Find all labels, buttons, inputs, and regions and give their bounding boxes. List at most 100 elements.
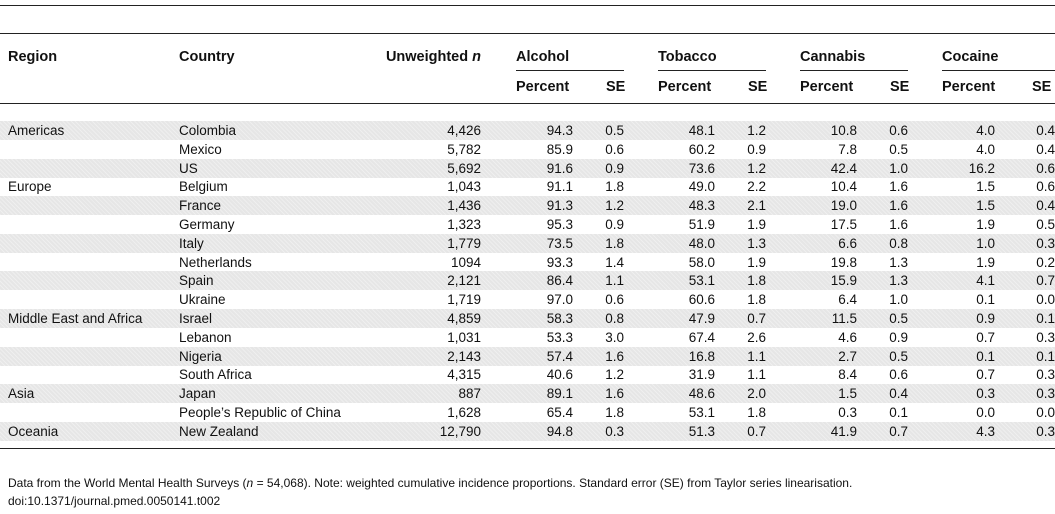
cell-cannabis-se: 0.7	[889, 423, 908, 439]
cell-cocaine-se: 0.5	[1036, 217, 1055, 232]
cannabis-subheader-rule	[800, 70, 908, 71]
cell-cannabis-percent: 15.9	[830, 273, 857, 289]
cell-cocaine-se: 0.3	[1036, 367, 1055, 383]
cell-unweighted-n: 5,692	[447, 160, 481, 176]
cell-unweighted-n: 1,323	[447, 217, 481, 232]
cell-tobacco-percent: 48.1	[688, 123, 715, 138]
cell-alcohol-se: 0.9	[605, 160, 624, 176]
cell-cocaine-percent: 16.2	[968, 160, 995, 176]
table-footnote: Data from the World Mental Health Survey…	[8, 475, 852, 492]
cell-tobacco-se: 0.7	[747, 311, 766, 326]
cell-cocaine-se: 0.4	[1036, 123, 1055, 138]
cell-alcohol-percent: 89.1	[546, 386, 573, 402]
header-tobacco-se: SE	[748, 79, 768, 95]
cell-unweighted-n: 1,043	[447, 179, 481, 195]
cell-country: Belgium	[179, 179, 228, 195]
cell-cannabis-se: 0.6	[889, 123, 908, 138]
table-row: Netherlands 1094 93.3 1.4 58.0 1.9 19.8 1.3 1.9 0…	[0, 253, 1055, 272]
cell-cocaine-se: 0.2	[1036, 254, 1055, 270]
cell-alcohol-percent: 53.3	[546, 329, 573, 345]
cell-alcohol-se: 0.8	[605, 311, 624, 326]
cell-alcohol-percent: 94.3	[546, 123, 573, 138]
cell-tobacco-percent: 53.1	[688, 405, 715, 420]
cell-unweighted-n: 1,719	[447, 292, 481, 308]
table-row: Middle East and Africa Israel 4,859 58.3 0.8…	[0, 309, 1055, 328]
footnote-suffix: = 54,068). Note: weighted cumulative inc…	[253, 476, 853, 490]
cell-country: Colombia	[179, 123, 237, 138]
cell-cannabis-se: 0.8	[889, 235, 908, 251]
cell-tobacco-se: 2.6	[747, 329, 766, 345]
cell-cannabis-se: 0.1	[889, 405, 908, 420]
cell-country: Spain	[179, 273, 214, 289]
cell-tobacco-se: 0.7	[747, 423, 766, 439]
header-cocaine-se: SE	[1032, 79, 1052, 95]
cell-unweighted-n: 1,779	[447, 235, 481, 251]
cell-region: Europe	[8, 179, 52, 195]
cell-cocaine-se: 0.1	[1036, 348, 1055, 364]
cell-country: Israel	[179, 311, 213, 326]
cell-unweighted-n: 4,426	[447, 123, 481, 138]
header-cocaine-percent: Percent	[942, 79, 996, 95]
cell-cocaine-percent: 4.0	[976, 123, 995, 138]
cell-alcohol-se: 1.8	[605, 179, 624, 195]
cell-cannabis-percent: 6.4	[838, 292, 857, 308]
cell-cannabis-percent: 7.8	[838, 141, 857, 157]
cell-cocaine-percent: 1.9	[976, 254, 995, 270]
cell-tobacco-percent: 48.3	[688, 198, 715, 214]
cell-cannabis-percent: 2.7	[838, 348, 857, 364]
cell-tobacco-percent: 49.0	[688, 179, 715, 195]
cell-alcohol-se: 1.6	[605, 386, 624, 402]
header-region: Region	[8, 49, 58, 65]
cell-alcohol-percent: 86.4	[546, 273, 573, 289]
cell-cocaine-percent: 1.0	[976, 235, 995, 251]
cell-unweighted-n: 1,031	[447, 329, 481, 345]
cell-cocaine-percent: 0.1	[976, 292, 995, 308]
cell-alcohol-percent: 93.3	[546, 254, 573, 270]
table-row: Lebanon 1,031 53.3 3.0 67.4 2.6 4.6 0.9 0.7 0.3	[0, 328, 1055, 347]
cell-cannabis-percent: 4.6	[838, 329, 857, 345]
cell-cocaine-se: 0.7	[1036, 273, 1055, 289]
cell-unweighted-n: 1094	[450, 254, 481, 270]
cell-cannabis-se: 1.3	[889, 254, 908, 270]
cell-cannabis-percent: 6.6	[838, 235, 857, 251]
cell-region: Middle East and Africa	[8, 311, 143, 326]
cell-alcohol-se: 1.1	[605, 273, 624, 289]
cell-region: Oceania	[8, 423, 59, 439]
header-group-alcohol: Alcohol	[516, 49, 570, 65]
cell-alcohol-se: 0.3	[605, 423, 624, 439]
cell-cocaine-se: 0.4	[1036, 198, 1055, 214]
cell-tobacco-percent: 73.6	[688, 160, 715, 176]
cell-cannabis-se: 0.5	[889, 348, 908, 364]
cell-country: Mexico	[179, 141, 222, 157]
cell-alcohol-se: 1.6	[605, 348, 624, 364]
cell-alcohol-se: 0.5	[605, 123, 624, 138]
cell-alcohol-percent: 40.6	[546, 367, 573, 383]
cell-region: Asia	[8, 386, 35, 402]
cell-cocaine-se: 0.3	[1036, 386, 1055, 402]
cell-cannabis-percent: 11.5	[831, 311, 857, 326]
cell-alcohol-percent: 94.8	[546, 423, 573, 439]
cell-alcohol-percent: 91.1	[546, 179, 573, 195]
cell-tobacco-percent: 60.6	[688, 292, 715, 308]
cell-tobacco-se: 2.2	[747, 179, 766, 195]
header-cannabis-percent: Percent	[800, 79, 854, 95]
cell-alcohol-percent: 91.6	[546, 160, 573, 176]
cell-cannabis-se: 0.5	[889, 311, 908, 326]
cell-tobacco-se: 1.8	[747, 273, 766, 289]
cell-alcohol-se: 3.0	[605, 329, 624, 345]
cell-country: South Africa	[179, 367, 252, 383]
table-header-bottom-rule	[0, 103, 1055, 104]
cell-cannabis-percent: 42.4	[830, 160, 857, 176]
cell-alcohol-se: 1.8	[605, 235, 624, 251]
cell-tobacco-percent: 16.8	[688, 348, 715, 364]
cell-unweighted-n: 5,782	[447, 141, 481, 157]
cell-tobacco-se: 1.2	[747, 123, 766, 138]
cell-cocaine-percent: 0.7	[976, 367, 995, 383]
table-row: People’s Republic of China 1,628 65.4 1.8 53…	[0, 403, 1055, 422]
cell-cannabis-percent: 19.0	[830, 198, 857, 214]
cell-tobacco-se: 2.0	[747, 386, 766, 402]
cell-tobacco-percent: 31.9	[688, 367, 715, 383]
cell-alcohol-percent: 95.3	[546, 217, 573, 232]
header-cannabis-se: SE	[890, 79, 910, 95]
cell-unweighted-n: 4,315	[447, 367, 481, 383]
